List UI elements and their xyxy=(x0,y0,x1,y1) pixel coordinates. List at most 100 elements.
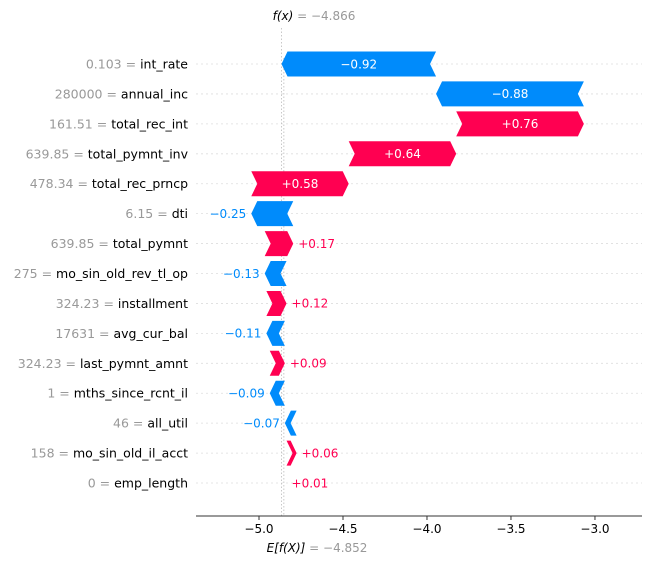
feature-value: 324.23 xyxy=(18,356,62,371)
feature-name: emp_length xyxy=(114,476,188,491)
feature-label-mo_sin_old_rev_tl_op: 275 = mo_sin_old_rev_tl_op xyxy=(14,266,188,281)
prediction-symbol: f(x) xyxy=(273,9,294,23)
feature-equals: = xyxy=(129,416,147,431)
feature-value: 639.85 xyxy=(51,236,95,251)
feature-label-emp_length: 0 = emp_length xyxy=(88,476,188,491)
feature-value: 0.103 xyxy=(86,57,122,72)
feature-name: dti xyxy=(172,206,188,221)
prediction-equals: = xyxy=(293,9,311,23)
bar-value-mths_since_rcnt_il: −0.09 xyxy=(228,387,265,401)
feature-name: last_pymnt_amnt xyxy=(80,356,188,371)
feature-equals: = xyxy=(73,176,91,191)
base-value-symbol: E[f(X)] xyxy=(267,541,306,555)
bar-value-last_pymnt_amnt: +0.09 xyxy=(290,357,327,371)
base-value-label: E[f(X)] = −4.852 xyxy=(267,541,368,555)
feature-name: total_pymnt xyxy=(113,236,188,251)
bar-installment xyxy=(266,290,287,316)
feature-value: 161.51 xyxy=(49,116,93,131)
bar-value-all_util: −0.07 xyxy=(243,416,280,430)
feature-name: avg_cur_bal xyxy=(114,326,189,341)
feature-name: mths_since_rcnt_il xyxy=(74,386,188,401)
x-tick-label: −5.0 xyxy=(244,522,273,536)
feature-value: 158 xyxy=(31,446,55,461)
feature-equals: = xyxy=(95,326,113,341)
feature-labels: 0.103 = int_rate 280000 = annual_inc 161.5… xyxy=(14,57,189,491)
feature-value: 275 xyxy=(14,266,38,281)
bar-value-total_rec_int: +0.76 xyxy=(502,117,539,131)
feature-value: 280000 xyxy=(55,86,103,101)
prediction-label: f(x) = −4.866 xyxy=(273,9,356,23)
feature-name: int_rate xyxy=(140,57,188,72)
feature-equals: = xyxy=(55,386,73,401)
bar-mo_sin_old_il_acct xyxy=(286,440,297,466)
bar-value-int_rate: −0.92 xyxy=(340,57,377,71)
feature-name: all_util xyxy=(147,416,188,431)
feature-value: 324.23 xyxy=(56,296,100,311)
feature-value: 639.85 xyxy=(26,146,70,161)
prediction-value: −4.866 xyxy=(311,9,355,23)
feature-equals: = xyxy=(96,476,114,491)
contribution-bars: −0.92 −0.88 +0.76 +0.64 +0.58 −0.25 +0.17 −0.13… xyxy=(209,51,584,496)
bar-mths_since_rcnt_il xyxy=(269,380,285,406)
feature-label-dti: 6.15 = dti xyxy=(125,206,188,221)
bar-value-installment: +0.12 xyxy=(292,297,329,311)
x-tick-label: −4.5 xyxy=(328,522,357,536)
feature-equals: = xyxy=(122,57,140,72)
feature-equals: = xyxy=(93,116,111,131)
feature-label-total_pymnt: 639.85 = total_pymnt xyxy=(51,236,188,251)
bar-value-total_pymnt_inv: +0.64 xyxy=(384,147,421,161)
feature-equals: = xyxy=(55,446,73,461)
x-tick-label: −3.0 xyxy=(580,522,609,536)
feature-name: annual_inc xyxy=(121,86,188,101)
feature-value: 46 xyxy=(113,416,129,431)
bar-value-annual_inc: −0.88 xyxy=(492,87,529,101)
bar-total_pymnt_inv xyxy=(348,141,457,167)
base-value-number: −4.852 xyxy=(323,541,367,555)
bar-value-total_rec_prncp: +0.58 xyxy=(282,177,319,191)
feature-equals: = xyxy=(62,356,80,371)
feature-equals: = xyxy=(94,236,112,251)
bar-total_pymnt xyxy=(264,231,294,257)
feature-name: mo_sin_old_rev_tl_op xyxy=(56,266,188,281)
x-tick-label: −4.0 xyxy=(412,522,441,536)
feature-equals: = xyxy=(69,146,87,161)
feature-name: total_rec_prncp xyxy=(92,176,188,191)
bar-avg_cur_bal xyxy=(266,320,285,346)
feature-label-total_pymnt_inv: 639.85 = total_pymnt_inv xyxy=(26,146,189,161)
feature-name: installment xyxy=(118,296,188,311)
feature-name: total_pymnt_inv xyxy=(88,146,189,161)
feature-equals: = xyxy=(153,206,171,221)
bar-total_rec_prncp xyxy=(251,171,349,197)
base-value-equals: = xyxy=(305,541,323,555)
bar-int_rate xyxy=(281,51,437,77)
feature-label-int_rate: 0.103 = int_rate xyxy=(86,57,188,72)
bar-value-mo_sin_old_rev_tl_op: −0.13 xyxy=(223,267,260,281)
feature-label-all_util: 46 = all_util xyxy=(113,416,188,431)
feature-equals: = xyxy=(99,296,117,311)
feature-label-total_rec_prncp: 478.34 = total_rec_prncp xyxy=(30,176,188,191)
feature-label-avg_cur_bal: 17631 = avg_cur_bal xyxy=(55,326,188,341)
feature-label-installment: 324.23 = installment xyxy=(56,296,188,311)
feature-value: 0 xyxy=(88,476,96,491)
bar-dti xyxy=(251,201,294,227)
reference-lines xyxy=(281,28,285,516)
feature-label-annual_inc: 280000 = annual_inc xyxy=(55,86,188,101)
feature-name: total_rec_int xyxy=(111,116,188,131)
feature-name: mo_sin_old_il_acct xyxy=(73,446,188,461)
feature-value: 17631 xyxy=(55,326,95,341)
bar-total_rec_int xyxy=(456,111,584,137)
bar-value-mo_sin_old_il_acct: +0.06 xyxy=(302,446,339,460)
feature-value: 6.15 xyxy=(125,206,153,221)
feature-value: 1 xyxy=(47,386,55,401)
bar-value-total_pymnt: +0.17 xyxy=(298,237,335,251)
feature-label-mo_sin_old_il_acct: 158 = mo_sin_old_il_acct xyxy=(31,446,188,461)
x-tick-label: −3.5 xyxy=(496,522,525,536)
bar-all_util xyxy=(284,410,297,436)
bar-mo_sin_old_rev_tl_op xyxy=(264,261,287,287)
feature-label-last_pymnt_amnt: 324.23 = last_pymnt_amnt xyxy=(18,356,188,371)
bar-annual_inc xyxy=(436,81,584,107)
feature-label-total_rec_int: 161.51 = total_rec_int xyxy=(49,116,188,131)
feature-equals: = xyxy=(38,266,56,281)
feature-equals: = xyxy=(103,86,121,101)
